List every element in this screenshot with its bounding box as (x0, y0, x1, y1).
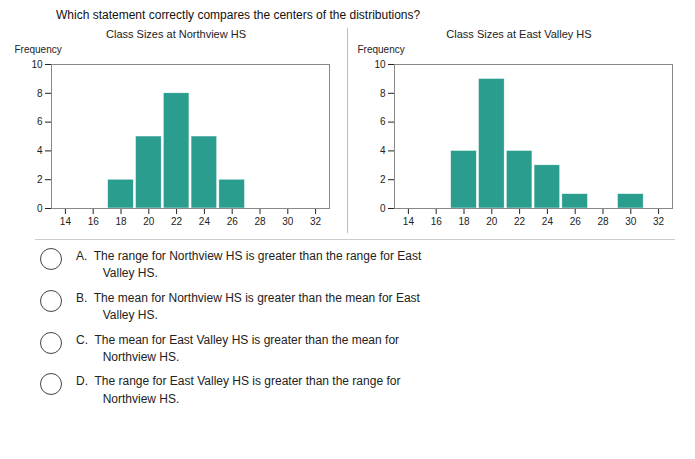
svg-text:20: 20 (486, 216, 498, 227)
svg-text:30: 30 (282, 216, 294, 227)
svg-text:16: 16 (88, 216, 100, 227)
svg-text:2: 2 (37, 174, 43, 185)
svg-text:24: 24 (199, 216, 211, 227)
svg-text:22: 22 (171, 216, 183, 227)
html-text:C. The mean for East Valley HS: C. The mean for East Valley HS is greate… (76, 332, 399, 364)
svg-text:28: 28 (254, 216, 266, 227)
svg-text:20: 20 (143, 216, 155, 227)
svg-text:24: 24 (542, 216, 554, 227)
svg-text:10: 10 (374, 59, 386, 70)
svg-text:28: 28 (597, 216, 609, 227)
svg-text:18: 18 (115, 216, 127, 227)
html-text:Class Sizes at East Valley HS: Class Sizes at East Valley HS (446, 28, 592, 40)
html-text:A. The range for Northview HS: A. The range for Northview HS is greater… (76, 249, 422, 281)
svg-text:30: 30 (625, 216, 637, 227)
html-text:D. The range for East Valley H: D. The range for East Valley HS is great… (76, 374, 401, 406)
svg-text:18: 18 (458, 216, 470, 227)
svg-text:6: 6 (37, 116, 43, 127)
svg-text:0: 0 (37, 203, 43, 214)
svg-text:Frequency: Frequency (15, 44, 62, 55)
svg-text:32: 32 (310, 216, 322, 227)
svg-text:22: 22 (514, 216, 526, 227)
svg-text:14: 14 (60, 216, 72, 227)
svg-text:0: 0 (380, 203, 386, 214)
svg-text:8: 8 (380, 88, 386, 99)
svg-text:6: 6 (380, 116, 386, 127)
svg-text:8: 8 (37, 88, 43, 99)
svg-text:4: 4 (380, 145, 386, 156)
svg-text:10: 10 (31, 59, 43, 70)
svg-text:26: 26 (570, 216, 582, 227)
svg-text:32: 32 (653, 216, 665, 227)
svg-text:26: 26 (227, 216, 239, 227)
svg-text:16: 16 (431, 216, 443, 227)
html-text:Which statement correctly comp: Which statement correctly compares the c… (56, 8, 421, 22)
svg-text:4: 4 (37, 145, 43, 156)
svg-text:Frequency: Frequency (358, 44, 405, 55)
html-text:Class Sizes at Northview HS: Class Sizes at Northview HS (106, 28, 246, 40)
html-text:B. The mean for Northview HS i: B. The mean for Northview HS is greater … (76, 290, 420, 323)
svg-text:14: 14 (403, 216, 415, 227)
svg-text:2: 2 (380, 174, 386, 185)
